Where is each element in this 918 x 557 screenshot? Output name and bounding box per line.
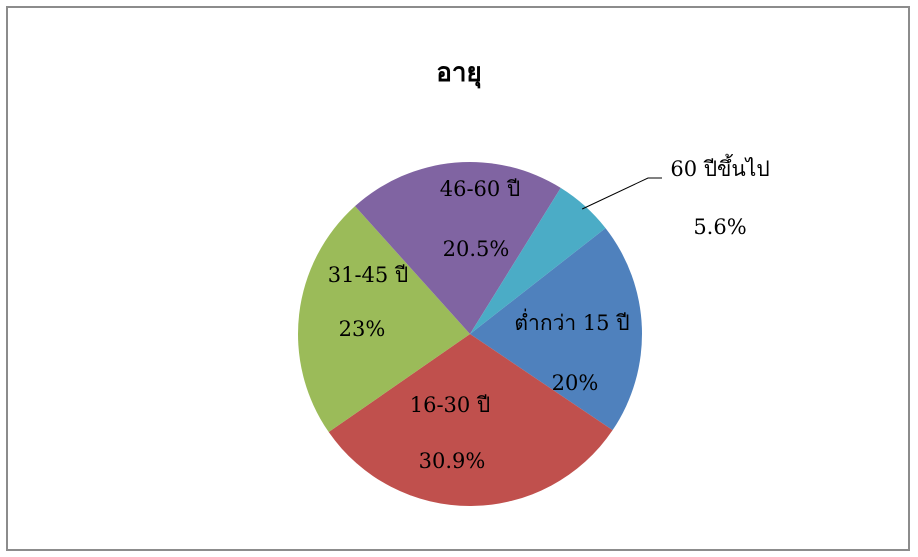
leader-line	[581, 177, 662, 210]
slice-value-label-5: 5.6%	[693, 215, 746, 239]
slice-value-label-1: 20%	[552, 371, 599, 395]
chart-title: อายุ	[436, 58, 482, 88]
slice-value-label-4: 20.5%	[443, 237, 510, 261]
slice-label-4: 46-60 ปี	[440, 177, 521, 201]
pie-slice-4	[355, 161, 561, 334]
pie-slice-1	[470, 228, 642, 431]
pie-slice-3	[298, 206, 470, 433]
slice-value-label-3: 23%	[339, 317, 386, 341]
slice-label-5: 60 ปีขึ้นไป	[670, 154, 769, 181]
pie-slice-5	[470, 187, 606, 334]
slice-value-label-2: 30.9%	[419, 449, 486, 473]
slice-label-2: 16-30 ปี	[410, 393, 491, 417]
slice-label-1: ต่ำกว่า 15 ปี	[514, 308, 629, 335]
pie-slice-2	[328, 334, 613, 506]
slice-label-3: 31-45 ปี	[328, 263, 409, 287]
